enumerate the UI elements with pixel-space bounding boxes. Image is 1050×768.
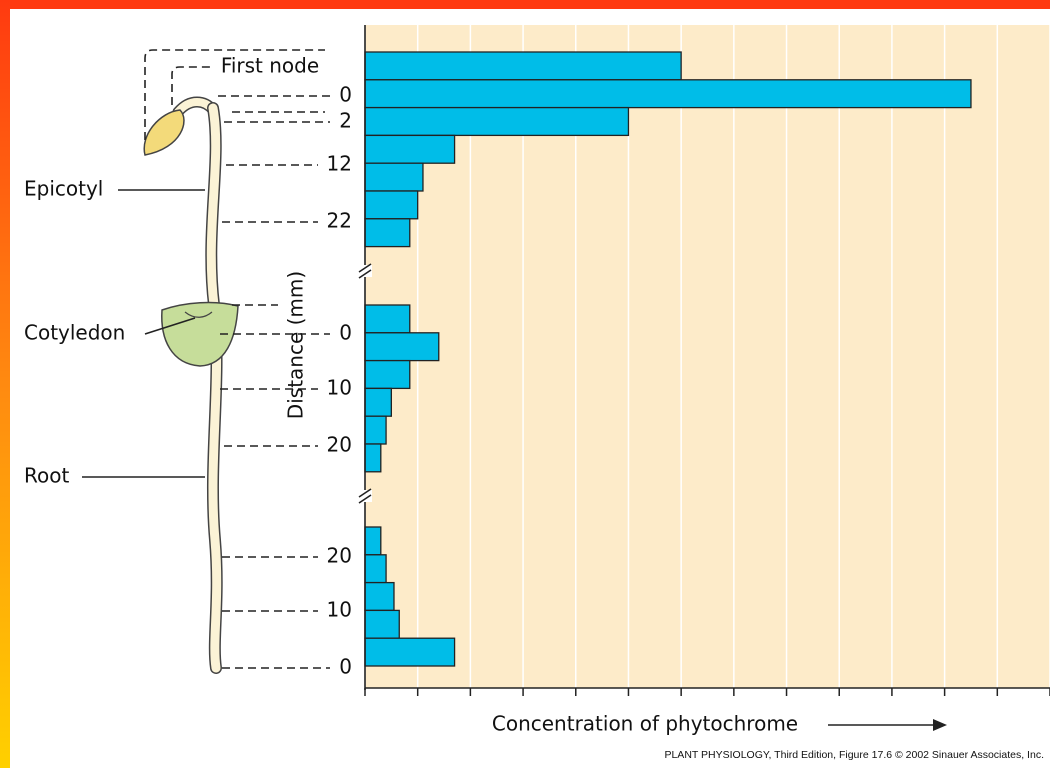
plant-label: Root — [24, 464, 69, 488]
bar — [364, 332, 440, 362]
distance-label: 10 — [327, 376, 352, 400]
distance-label: 2 — [339, 109, 352, 133]
plant-label: Cotyledon — [24, 321, 125, 345]
bar — [364, 304, 411, 334]
distance-label: 10 — [327, 598, 352, 622]
leader-line — [144, 317, 196, 335]
bar — [364, 359, 411, 390]
left-border — [0, 0, 10, 768]
leader-line — [171, 66, 210, 105]
x-axis-label: Concentration of phytochrome — [492, 712, 798, 736]
annotations: First node0212220102020100EpicotylCotyle… — [24, 49, 352, 679]
y-axis-label: Distance (mm) — [284, 271, 308, 419]
bar — [364, 554, 387, 584]
bar — [364, 526, 382, 556]
distance-label: First node — [221, 54, 319, 78]
distance-label: 0 — [339, 83, 352, 107]
distance-label: 0 — [339, 321, 352, 345]
x-arrow — [828, 719, 947, 731]
bar — [364, 218, 411, 248]
bar — [364, 637, 456, 667]
bar — [364, 190, 419, 220]
bar — [364, 609, 400, 639]
bar — [364, 134, 456, 164]
bar — [364, 162, 424, 192]
distance-label: 22 — [327, 209, 352, 233]
bar — [364, 387, 392, 417]
bar — [364, 415, 387, 445]
bar — [364, 79, 972, 109]
axis-breaks — [358, 263, 372, 504]
bar — [364, 581, 395, 612]
bar — [364, 443, 382, 473]
bar — [364, 51, 682, 81]
seedling — [143, 96, 239, 674]
distance-label: 12 — [327, 152, 352, 176]
distance-label: 20 — [327, 544, 352, 568]
distance-label: 0 — [339, 655, 352, 679]
distance-label: 20 — [327, 433, 352, 457]
leader-line — [144, 49, 325, 140]
bars — [364, 51, 972, 667]
bar — [364, 106, 630, 137]
top-border — [0, 0, 1050, 9]
credit: PLANT PHYSIOLOGY, Third Edition, Figure … — [664, 749, 1044, 761]
plant-label: Epicotyl — [24, 177, 103, 201]
